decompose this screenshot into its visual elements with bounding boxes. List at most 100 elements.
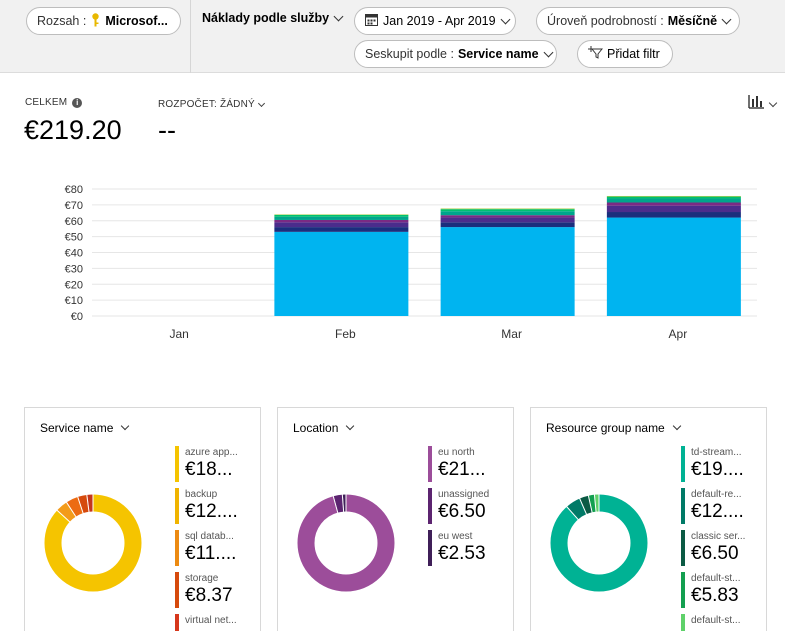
legend-item[interactable]: storage €8.37 bbox=[175, 572, 260, 614]
chevron-down-icon bbox=[672, 421, 681, 431]
donut-chart bbox=[550, 494, 648, 592]
bar-segment[interactable] bbox=[606, 196, 741, 199]
bar-segment[interactable] bbox=[274, 227, 409, 232]
chevron-down-icon bbox=[768, 98, 778, 108]
card-group-selector[interactable]: Resource group name bbox=[546, 421, 681, 435]
legend: azure app... €18... backup €12.... sql datab… bbox=[175, 446, 260, 631]
legend-value: €8.37 bbox=[185, 585, 233, 606]
legend: td-stream... €19.... default-re... €12.... c… bbox=[681, 446, 766, 631]
x-tick-label: Jan bbox=[169, 327, 188, 341]
group-by-selector[interactable]: Seskupit podle : Service name bbox=[354, 40, 557, 68]
legend-item[interactable]: classic ser... €6.50 bbox=[681, 530, 766, 572]
breakdown-card: Resource group name td-stream... €19.... de… bbox=[530, 407, 767, 631]
card-group-selector[interactable]: Location bbox=[293, 421, 355, 435]
bar-segment[interactable] bbox=[606, 205, 741, 213]
legend-swatch bbox=[681, 488, 685, 524]
bar-segment[interactable] bbox=[440, 208, 575, 210]
legend-name: classic ser... bbox=[691, 531, 746, 542]
legend-item[interactable]: default-re... €12.... bbox=[681, 488, 766, 530]
card-title: Location bbox=[293, 421, 339, 435]
donut-separator bbox=[566, 506, 579, 521]
bar-segment[interactable] bbox=[440, 215, 575, 218]
chevron-down-icon bbox=[721, 14, 732, 24]
chart-type-selector[interactable] bbox=[748, 95, 778, 114]
donut-separator bbox=[593, 494, 597, 513]
legend-item[interactable]: azure app... €18... bbox=[175, 446, 260, 488]
bar-segment[interactable] bbox=[440, 211, 575, 216]
add-filter-button[interactable]: Přidat filtr bbox=[577, 40, 673, 68]
legend-item[interactable]: eu west €2.53 bbox=[428, 530, 513, 572]
card-group-selector[interactable]: Service name bbox=[40, 421, 130, 435]
granularity-value: Měsíčně bbox=[667, 14, 718, 28]
granularity-selector[interactable]: Úroveň podrobností : Měsíčně bbox=[536, 7, 740, 35]
bar-segment[interactable] bbox=[606, 198, 741, 203]
legend-item[interactable]: virtual net... bbox=[175, 614, 260, 631]
bar-segment[interactable] bbox=[274, 222, 409, 228]
donut-chart bbox=[297, 494, 395, 592]
card-title: Service name bbox=[40, 421, 114, 435]
legend-value: €18... bbox=[185, 459, 233, 480]
legend-value: €6.50 bbox=[438, 501, 486, 522]
legend-item[interactable]: default-st... bbox=[681, 614, 766, 631]
legend-item[interactable]: unassigned €6.50 bbox=[428, 488, 513, 530]
bar-segment[interactable] bbox=[606, 217, 741, 316]
donut-segment[interactable] bbox=[297, 494, 395, 592]
legend-item[interactable]: backup €12.... bbox=[175, 488, 260, 530]
legend-name: default-st... bbox=[691, 615, 741, 626]
bar-segment[interactable] bbox=[440, 227, 575, 316]
bar-segment[interactable] bbox=[440, 217, 575, 223]
donut-separator bbox=[587, 495, 593, 513]
chevron-down-icon bbox=[257, 99, 265, 107]
legend-item[interactable]: td-stream... €19.... bbox=[681, 446, 766, 488]
donut-separator bbox=[65, 501, 77, 518]
y-tick-label: €80 bbox=[65, 184, 83, 196]
bar-segment[interactable] bbox=[274, 231, 409, 316]
donut-separator bbox=[332, 495, 339, 514]
legend-item[interactable]: default-st... €5.83 bbox=[681, 572, 766, 614]
budget-selector[interactable]: ROZPOČET: ŽÁDNÝ bbox=[158, 99, 265, 110]
bar-segment[interactable] bbox=[274, 214, 409, 217]
legend-name: eu west bbox=[438, 531, 473, 542]
legend-swatch bbox=[175, 572, 179, 608]
bar-segment[interactable] bbox=[440, 222, 575, 228]
info-icon[interactable]: i bbox=[72, 97, 83, 108]
legend-swatch bbox=[175, 446, 179, 482]
bar-segment[interactable] bbox=[606, 202, 741, 206]
scope-label: Rozsah : bbox=[37, 14, 87, 28]
legend-item[interactable]: eu north €21... bbox=[428, 446, 513, 488]
bar-segment[interactable] bbox=[606, 212, 741, 218]
total-label: CELKEM bbox=[25, 97, 68, 108]
chevron-down-icon bbox=[543, 47, 554, 57]
view-selector[interactable]: Náklady podle služby bbox=[202, 11, 344, 25]
donut-separator bbox=[56, 509, 71, 523]
legend-name: td-stream... bbox=[691, 447, 742, 458]
legend-name: backup bbox=[185, 489, 218, 500]
legend-item[interactable]: sql datab... €11.... bbox=[175, 530, 260, 572]
date-range-value: Jan 2019 - Apr 2019 bbox=[383, 14, 496, 28]
legend-swatch bbox=[428, 446, 432, 482]
bar-segment[interactable] bbox=[274, 216, 409, 220]
chevron-down-icon bbox=[333, 11, 344, 21]
date-range-selector[interactable]: Jan 2019 - Apr 2019 bbox=[354, 7, 516, 35]
bar-segment[interactable] bbox=[440, 209, 575, 212]
total-label-row: CELKEM i bbox=[25, 97, 83, 108]
calendar-icon bbox=[365, 13, 378, 29]
add-filter-label: Přidat filtr bbox=[607, 47, 660, 61]
legend-value: €19.... bbox=[691, 459, 744, 480]
scope-selector[interactable]: Rozsah : Microsof... bbox=[26, 7, 181, 35]
bar-segment[interactable] bbox=[606, 195, 741, 197]
legend-name: virtual net... bbox=[185, 615, 237, 626]
bar-segment[interactable] bbox=[274, 219, 409, 223]
key-icon bbox=[91, 12, 100, 30]
legend-name: default-re... bbox=[691, 489, 742, 500]
legend-swatch bbox=[681, 572, 685, 608]
bar-chart-icon bbox=[748, 95, 764, 114]
legend-name: storage bbox=[185, 573, 219, 584]
budget-label: ROZPOČET: ŽÁDNÝ bbox=[158, 99, 255, 110]
legend-name: sql datab... bbox=[185, 531, 234, 542]
chevron-down-icon bbox=[121, 421, 130, 431]
legend-value: €12.... bbox=[691, 501, 744, 522]
legend-swatch bbox=[175, 614, 179, 631]
donut-segment[interactable] bbox=[550, 494, 648, 592]
legend-swatch bbox=[681, 614, 685, 631]
